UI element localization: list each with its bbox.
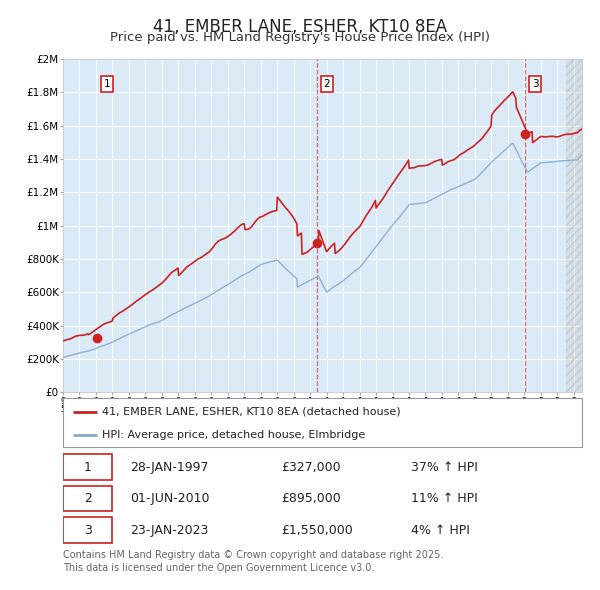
FancyBboxPatch shape [63, 517, 112, 543]
Text: 1: 1 [104, 79, 110, 89]
Text: 11% ↑ HPI: 11% ↑ HPI [411, 492, 478, 505]
Text: 1: 1 [84, 461, 92, 474]
Text: 3: 3 [84, 523, 92, 536]
Text: £327,000: £327,000 [281, 461, 341, 474]
FancyBboxPatch shape [63, 454, 112, 480]
Text: 41, EMBER LANE, ESHER, KT10 8EA: 41, EMBER LANE, ESHER, KT10 8EA [153, 18, 447, 36]
Text: 4% ↑ HPI: 4% ↑ HPI [411, 523, 470, 536]
Bar [566, 59, 582, 392]
FancyBboxPatch shape [63, 398, 582, 447]
Text: 2: 2 [323, 79, 330, 89]
Text: 41, EMBER LANE, ESHER, KT10 8EA (detached house): 41, EMBER LANE, ESHER, KT10 8EA (detache… [102, 407, 401, 417]
Text: 37% ↑ HPI: 37% ↑ HPI [411, 461, 478, 474]
Text: HPI: Average price, detached house, Elmbridge: HPI: Average price, detached house, Elmb… [102, 430, 365, 440]
Text: 2: 2 [84, 492, 92, 505]
Text: £895,000: £895,000 [281, 492, 341, 505]
FancyBboxPatch shape [63, 486, 112, 512]
Text: 01-JUN-2010: 01-JUN-2010 [130, 492, 210, 505]
Text: 28-JAN-1997: 28-JAN-1997 [130, 461, 209, 474]
Text: 23-JAN-2023: 23-JAN-2023 [130, 523, 209, 536]
Text: 3: 3 [532, 79, 539, 89]
Text: Price paid vs. HM Land Registry's House Price Index (HPI): Price paid vs. HM Land Registry's House … [110, 31, 490, 44]
Text: Contains HM Land Registry data © Crown copyright and database right 2025.
This d: Contains HM Land Registry data © Crown c… [63, 550, 443, 573]
Text: £1,550,000: £1,550,000 [281, 523, 353, 536]
